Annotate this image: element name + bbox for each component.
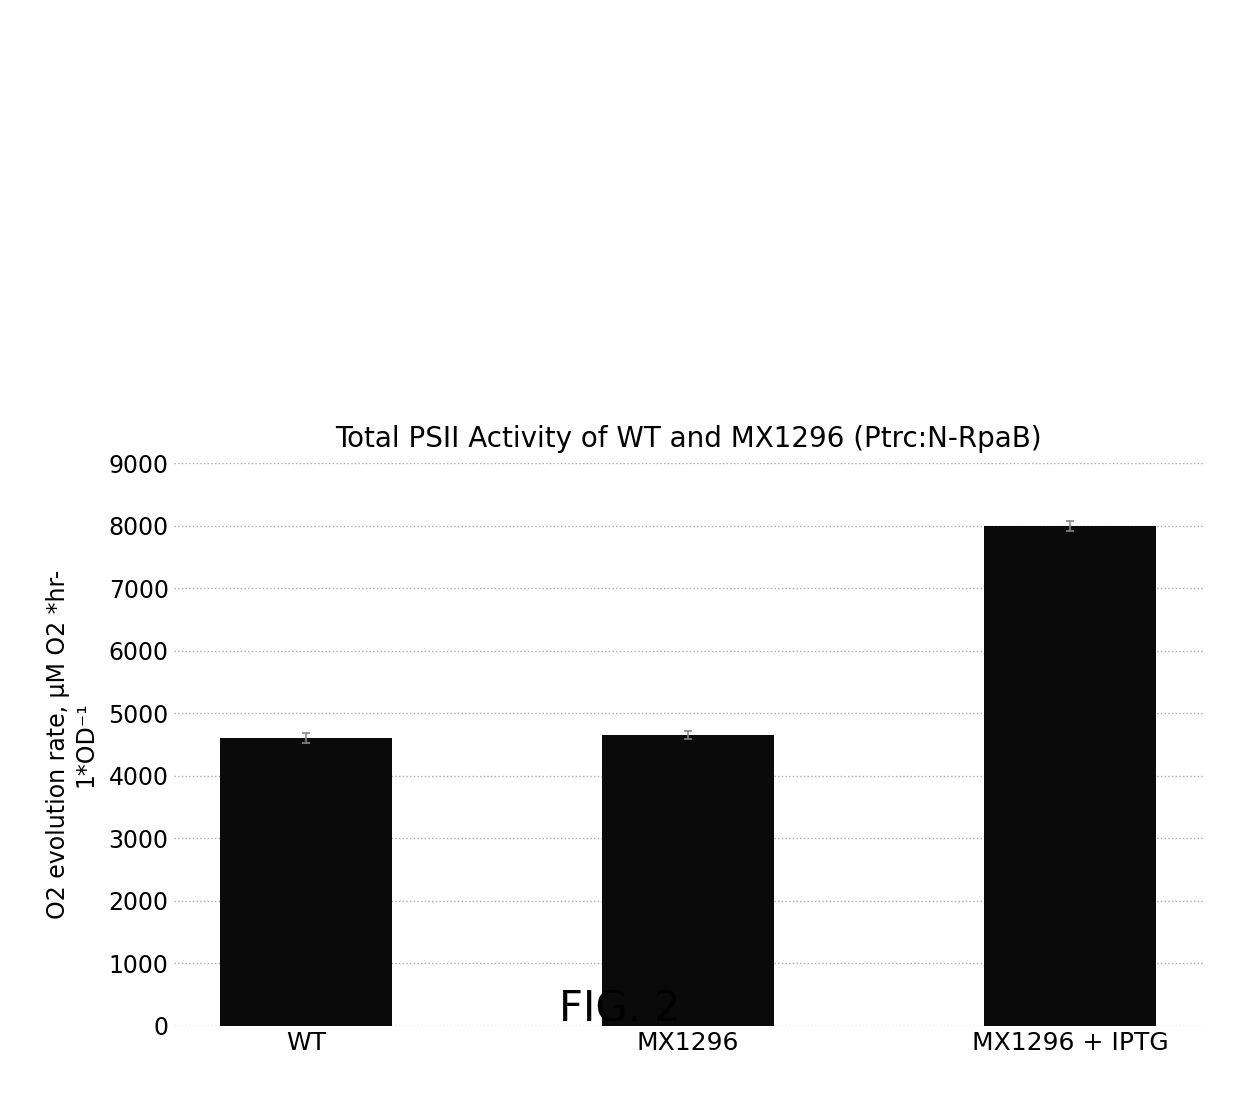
Bar: [603, 735, 774, 1026]
Bar: [985, 526, 1156, 1026]
Bar: [221, 738, 392, 1026]
Title: Total PSII Activity of WT and MX1296 (Ptrc:N-RpaB): Total PSII Activity of WT and MX1296 (Pt…: [335, 425, 1042, 452]
Text: FIG. 2: FIG. 2: [559, 988, 681, 1030]
Y-axis label: O2 evolution rate, μM O2 *hr-
1*OD⁻¹: O2 evolution rate, μM O2 *hr- 1*OD⁻¹: [46, 570, 98, 919]
